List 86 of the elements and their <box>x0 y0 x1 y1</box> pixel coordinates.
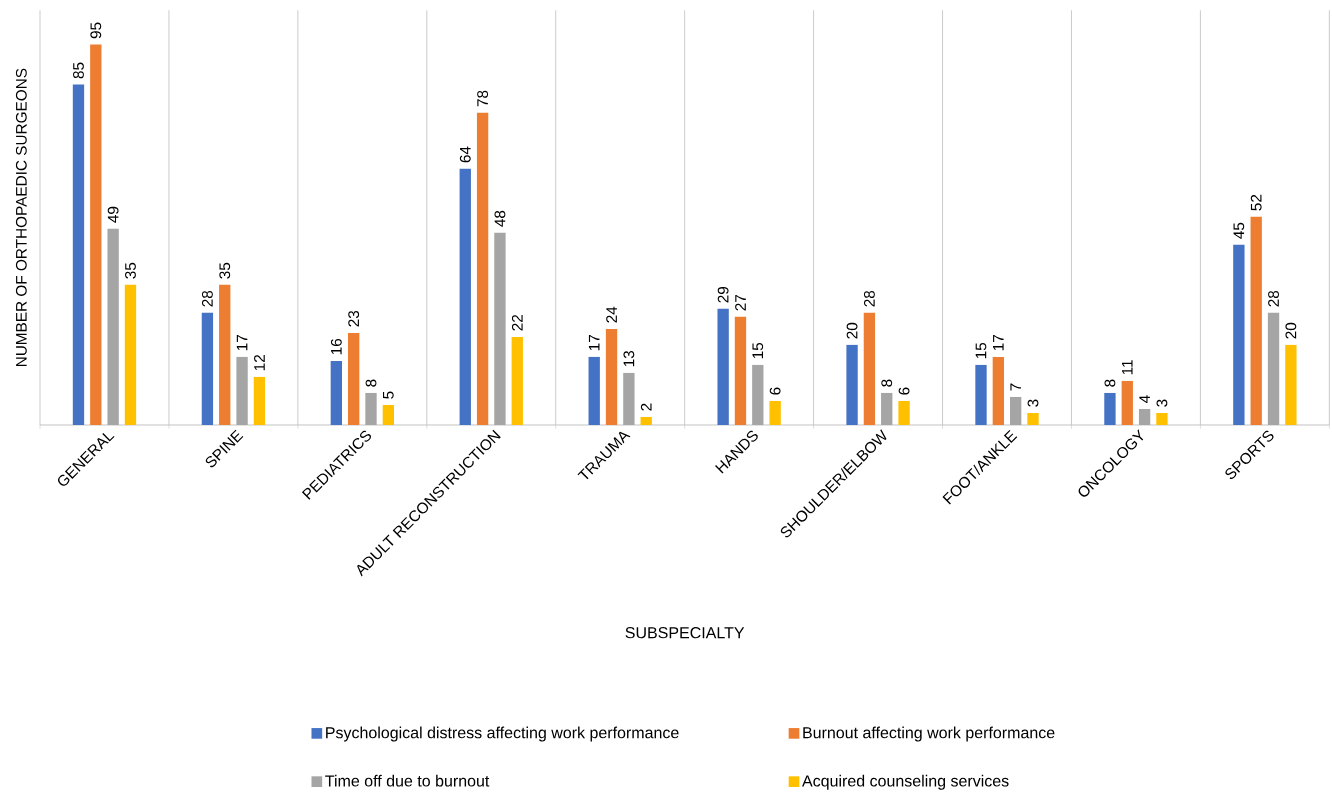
data-label: 85 <box>73 62 84 79</box>
data-label: 45 <box>1233 222 1245 239</box>
bar <box>1285 344 1297 425</box>
data-label: 27 <box>735 294 746 311</box>
bar <box>752 364 764 425</box>
bar <box>330 360 342 425</box>
data-label: 20 <box>1285 322 1297 339</box>
data-label: 23 <box>348 310 360 327</box>
bar <box>769 400 781 425</box>
bar <box>1267 312 1280 425</box>
bar <box>365 392 377 425</box>
bar <box>124 284 137 425</box>
bar <box>201 312 214 425</box>
data-label: 24 <box>606 306 617 323</box>
bar <box>623 372 635 425</box>
data-label: 12 <box>254 355 265 371</box>
data-label: 64 <box>459 146 471 163</box>
data-label: 11 <box>1122 360 1133 375</box>
data-label: 20 <box>846 322 858 339</box>
bar <box>219 284 231 425</box>
bar <box>476 112 489 425</box>
data-label: 28 <box>201 290 213 307</box>
data-label: 28 <box>863 290 875 307</box>
data-label: 35 <box>125 262 136 279</box>
bar <box>253 376 266 425</box>
bar <box>588 356 600 425</box>
bar <box>605 328 618 425</box>
bar <box>1104 392 1116 425</box>
data-label: 4 <box>1139 395 1150 404</box>
bar <box>236 356 248 425</box>
data-label: 15 <box>752 342 764 359</box>
bar <box>863 312 876 425</box>
bar <box>90 44 102 425</box>
data-label: 48 <box>494 210 506 227</box>
data-label: 49 <box>107 206 119 223</box>
bar <box>1121 380 1133 425</box>
legend-label: Time off due to burnout <box>325 774 490 787</box>
data-label: 17 <box>236 335 248 351</box>
data-label: 7 <box>1010 383 1021 391</box>
bar <box>72 84 85 425</box>
legend-label: Burnout affecting work performance <box>803 726 1055 742</box>
data-label: 2 <box>640 403 652 411</box>
bar <box>348 332 360 425</box>
data-label: 17 <box>993 335 1004 351</box>
bar <box>1138 408 1151 425</box>
data-label: 5 <box>383 391 394 399</box>
y-axis-title: NUMBER OF ORTHOPAEDIC SURGEONS <box>15 68 27 367</box>
bar <box>511 336 523 425</box>
data-label: 8 <box>365 379 377 387</box>
data-label: 6 <box>898 387 910 395</box>
legend-label: Psychological distress affecting work performance <box>326 726 679 742</box>
data-label: 13 <box>623 350 635 367</box>
data-label: 52 <box>1250 194 1262 211</box>
data-label: 8 <box>1104 379 1116 387</box>
bar <box>846 344 858 425</box>
bar <box>1156 412 1168 425</box>
bar <box>459 168 471 425</box>
bar <box>881 392 893 425</box>
bar <box>1027 412 1039 425</box>
data-label: 3 <box>1156 399 1168 407</box>
data-label: 6 <box>769 387 781 395</box>
bar <box>898 400 910 425</box>
bar <box>975 364 987 425</box>
bar <box>640 416 652 425</box>
data-label: 3 <box>1027 399 1039 407</box>
bar <box>1250 216 1262 425</box>
data-label: 29 <box>717 286 729 303</box>
bar <box>382 404 395 425</box>
bar <box>1233 244 1245 425</box>
data-label: 8 <box>881 379 893 387</box>
data-label: 28 <box>1268 290 1279 307</box>
data-label: 17 <box>588 335 600 351</box>
data-label: 15 <box>975 342 987 359</box>
data-label: 22 <box>511 315 523 331</box>
bar <box>494 232 506 425</box>
data-label: 35 <box>219 262 231 279</box>
bar <box>107 228 119 425</box>
bar <box>992 356 1005 425</box>
data-label: 78 <box>477 90 489 107</box>
data-label: 95 <box>90 22 102 39</box>
legend-label: Acquired counseling services <box>802 774 1009 790</box>
bar <box>734 316 747 425</box>
bar <box>717 308 729 425</box>
x-axis-title: SUBSPECIALTY <box>625 627 745 639</box>
data-label: 16 <box>330 338 342 355</box>
bar <box>1010 396 1022 425</box>
